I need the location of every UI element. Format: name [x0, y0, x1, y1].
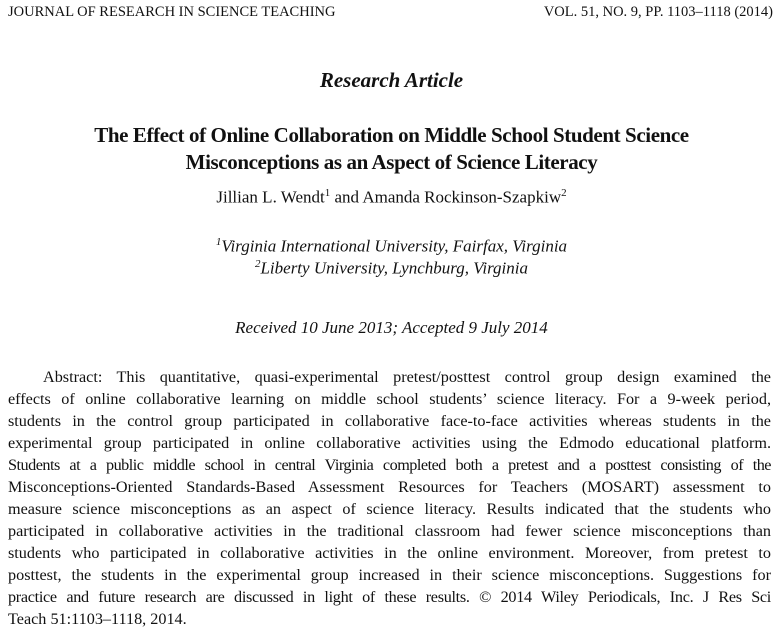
- affiliation-1-text: Virginia International University, Fairf…: [221, 236, 568, 256]
- journal-citation: VOL. 51, NO. 9, PP. 1103–1118 (2014): [543, 4, 773, 20]
- abstract-line: Misconceptions-Oriented Standards-Based …: [8, 478, 771, 496]
- author-1: Jillian L. Wendt: [216, 187, 325, 207]
- affiliation-2-text: Liberty University, Lynchburg, Virginia: [260, 258, 529, 278]
- abstract-line: experimental group participated in onlin…: [8, 434, 771, 452]
- abstract-line: Students at a public middle school in ce…: [8, 456, 772, 474]
- affiliation-1-sup: 1: [215, 236, 222, 248]
- affiliation-1: 1Virginia International University, Fair…: [0, 236, 783, 257]
- abstract-line: practice and future research are discuss…: [8, 588, 771, 606]
- abstract-line: students who participated in collaborati…: [8, 544, 771, 562]
- article-type: Research Article: [319, 68, 464, 92]
- title-line-1: The Effect of Online Collaboration on Mi…: [94, 123, 689, 147]
- title-line-2: Misconceptions as an Aspect of Science L…: [185, 150, 598, 174]
- abstract-line: effects of online collaborative learning…: [8, 390, 771, 408]
- author-2: Amanda Rockinson-Szapkiw: [362, 187, 562, 207]
- author-1-sup: 1: [324, 187, 331, 199]
- affiliation-2-sup: 2: [254, 258, 261, 270]
- abstract-line: Teach 51:1103–1118, 2014.: [8, 610, 187, 628]
- abstract-line: students in the control group participat…: [8, 412, 771, 430]
- authors: Jillian L. Wendt1 and Amanda Rockinson-S…: [0, 187, 783, 208]
- journal-name: JOURNAL OF RESEARCH IN SCIENCE TEACHING: [8, 4, 336, 20]
- affiliation-2: 2Liberty University, Lynchburg, Virginia: [0, 258, 783, 279]
- received-accepted-dates: Received 10 June 2013; Accepted 9 July 2…: [235, 318, 548, 337]
- abstract-line: posttest, the students in the experiment…: [8, 566, 771, 584]
- abstract-line: Abstract: This quantitative, quasi-exper…: [43, 368, 771, 386]
- authors-joiner: and: [334, 187, 360, 207]
- author-2-sup: 2: [561, 187, 567, 199]
- abstract-line: measure science misconceptions as an asp…: [8, 500, 771, 518]
- abstract-line: participated in collaborative activities…: [8, 522, 771, 540]
